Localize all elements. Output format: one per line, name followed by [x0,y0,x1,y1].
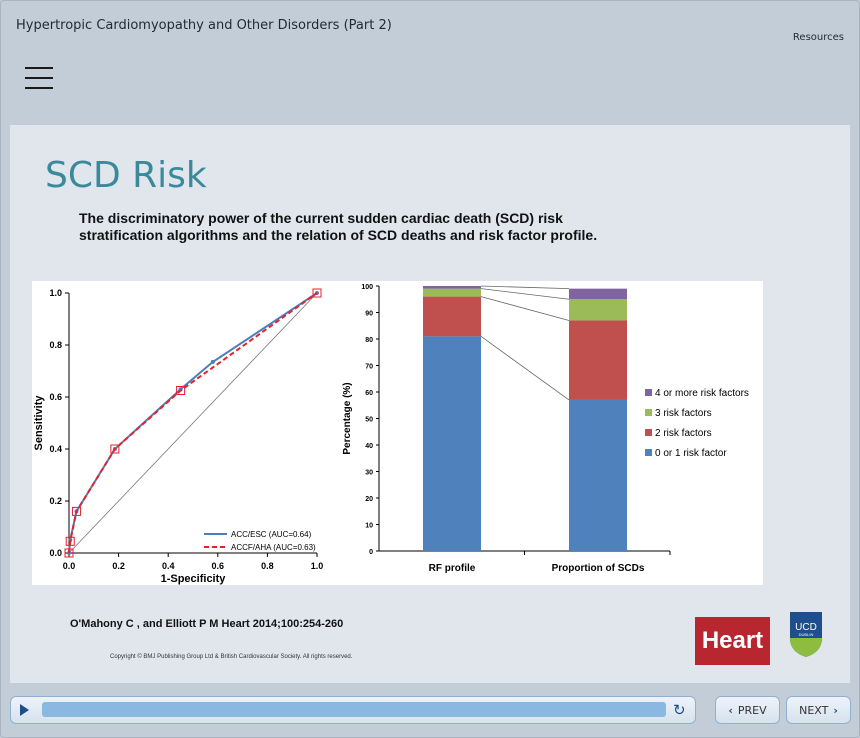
slide: SCD Risk The discriminatory power of the… [10,125,850,683]
next-button[interactable]: NEXT › [786,696,851,724]
legend-label: 4 or more risk factors [655,388,749,399]
ucd-logo: UCD DUBLIN [790,612,822,657]
legend-swatch [645,389,652,396]
hamburger-icon[interactable] [25,67,53,89]
stacked-bar-chart: 0 10 20 30 40 50 60 70 80 90 100 Percentage (%) RF p… [342,284,749,574]
heart-logo: Heart [695,617,770,665]
figure: 0.0 0.2 0.4 0.6 0.8 1.0 0.0 0.2 0.4 0.6 0.8 1.0 1-Sp… [32,281,763,585]
roc-point [65,536,75,546]
copyright: Copyright © BMJ Publishing Group Ltd & B… [110,654,353,660]
legend-label: 2 risk factors [655,428,712,439]
y-tick-label: 50 [365,417,373,424]
y-tick-label: 0.8 [49,340,62,350]
legend-label: ACC/ESC (AUC=0.64) [231,530,312,539]
x-axis-label: 1-Specificity [161,573,227,585]
y-tick-label: 10 [365,523,373,530]
legend-label: ACCF/AHA (AUC=0.63) [231,543,316,552]
y-tick-label: 80 [365,337,373,344]
roc-point [176,386,186,395]
y-tick-label: 0 [369,549,373,556]
bar-segment [569,299,627,321]
y-tick-label: 60 [365,390,373,397]
series-connector-line [480,285,570,290]
bar-segment [423,336,481,551]
bar-segment [423,288,481,297]
prev-button[interactable]: ‹ PREV [715,696,780,724]
series-connector-line [480,288,570,300]
y-tick-label: 20 [365,496,373,503]
y-tick-label: 40 [365,443,373,450]
prev-label: PREV [737,703,767,717]
resources-link[interactable]: Resources [792,32,844,43]
next-label: NEXT [799,703,829,717]
legend-label: 3 risk factors [655,408,712,419]
x-tick-label: 0.6 [212,561,225,571]
bar-segment [423,286,481,289]
y-tick-label: 1.0 [49,288,62,298]
media-player: ↻ [10,696,696,724]
roc-chart: 0.0 0.2 0.4 0.6 0.8 1.0 0.0 0.2 0.4 0.6 0.8 1.0 1-Sp… [33,288,324,585]
roc-point [110,444,120,454]
y-tick-label: 90 [365,311,373,318]
legend-swatch [645,429,652,436]
svg-text:UCD: UCD [795,622,817,633]
y-tick-label: 100 [361,284,373,291]
x-tick-label: 0.8 [261,561,274,571]
roc-point [71,506,81,516]
replay-icon[interactable]: ↻ [673,702,686,719]
x-tick-label: 0.2 [112,561,125,571]
x-tick-label: 0.0 [63,561,76,571]
slide-title: SCD Risk [45,155,207,196]
citation: O'Mahony C , and Elliott P M Heart 2014;… [70,618,344,630]
y-tick-label: 0.6 [49,392,62,402]
progress-fill [42,702,666,717]
series-connector-line [480,296,570,321]
reference-diagonal [68,292,318,554]
x-tick-label: Proportion of SCDs [552,563,645,574]
y-tick-label: 0.0 [49,548,62,558]
bar-segment [569,288,627,300]
progress-bar[interactable] [42,702,666,717]
roc-point [64,548,74,558]
legend-swatch [645,409,652,416]
chevron-left-icon: ‹ [728,703,733,717]
y-tick-label: 30 [365,470,373,477]
y-axis-label: Percentage (%) [342,382,353,454]
slide-subtitle: The discriminatory power of the current … [79,210,598,243]
series-connector-line [480,336,570,401]
svg-text:DUBLIN: DUBLIN [799,632,814,637]
x-tick-label: 1.0 [311,561,324,571]
y-tick-label: 70 [365,364,373,371]
bar-segment [569,399,627,551]
legend-swatch [645,449,652,456]
x-tick-label: RF profile [429,563,476,574]
chevron-right-icon: › [833,703,838,717]
y-tick-label: 0.2 [49,496,62,506]
play-icon[interactable] [20,704,29,716]
roc-line-1 [68,292,318,554]
roc-point [210,359,215,364]
legend-label: 0 or 1 risk factor [655,448,727,459]
course-title: Hypertropic Cardiomyopathy and Other Dis… [16,18,392,33]
x-tick-label: 0.4 [162,561,175,571]
roc-point [312,288,322,298]
bar-segment [423,296,481,337]
bar-segment [569,320,627,400]
y-axis-label: Sensitivity [33,395,45,451]
y-tick-label: 0.4 [49,444,62,454]
